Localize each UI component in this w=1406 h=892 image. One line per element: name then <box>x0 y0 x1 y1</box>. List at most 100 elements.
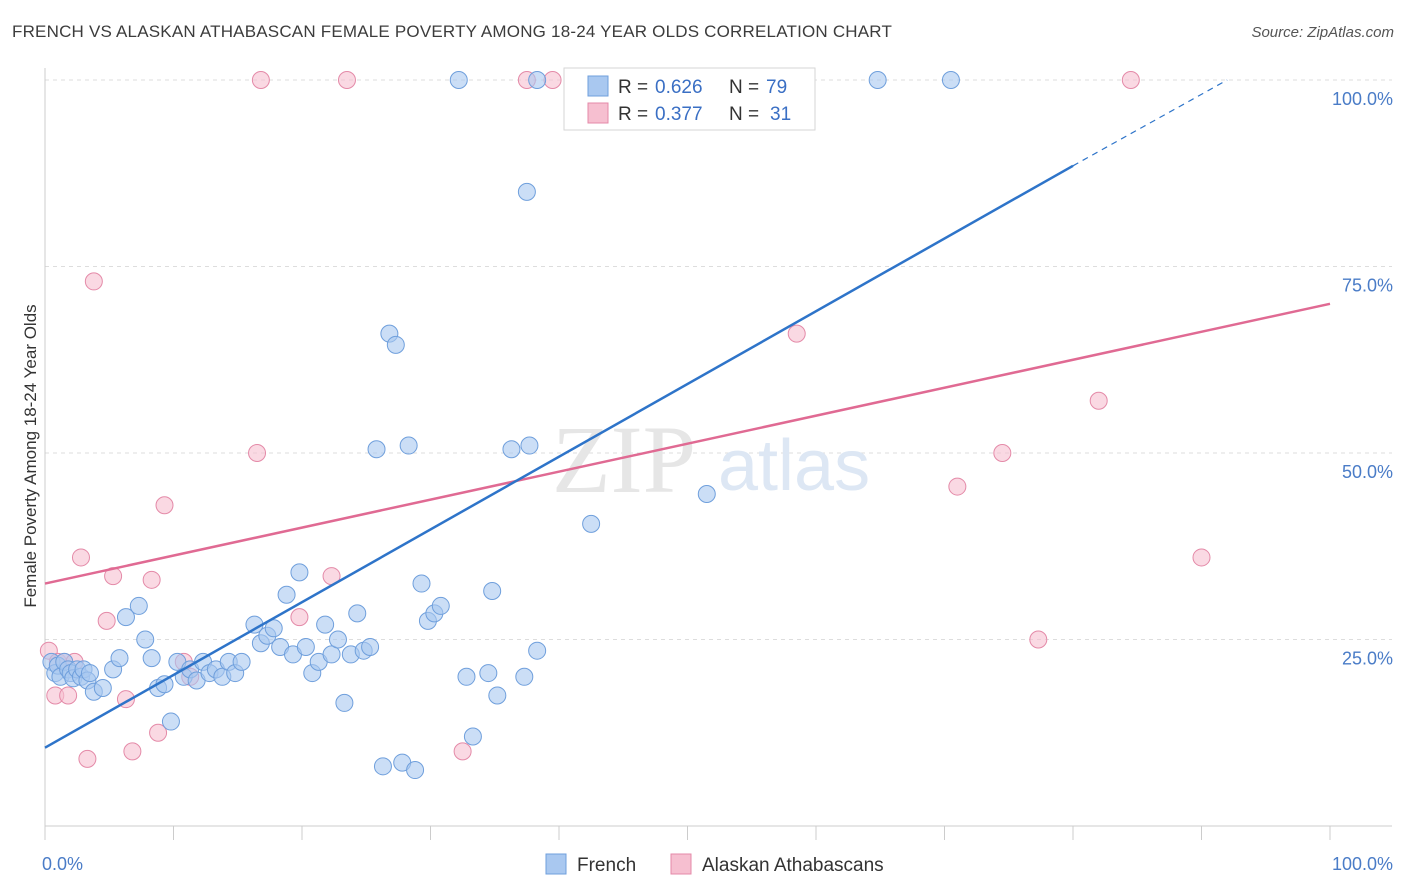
y-tick-label: 25.0% <box>1342 649 1393 669</box>
french-point <box>479 664 498 683</box>
french-point <box>528 71 547 89</box>
y-tick-label: 50.0% <box>1342 462 1393 482</box>
legend-swatch-french <box>587 75 609 97</box>
legend-r-value-french: 0.626 <box>655 77 703 98</box>
french-trend-line <box>44 164 1074 749</box>
axes <box>44 68 1392 840</box>
french-point <box>316 615 335 634</box>
french-point <box>335 693 354 712</box>
alaskan-athabascans-point <box>1121 71 1140 89</box>
y-tick-labels: 25.0% 50.0% 75.0% 100.0% <box>1332 89 1393 669</box>
alaskan-athabascans-point <box>149 723 168 742</box>
french-point <box>520 436 539 455</box>
french-point <box>232 652 251 671</box>
french-trend-extension <box>1072 79 1228 167</box>
french-point <box>457 667 476 686</box>
legend-r-label-french: R = <box>618 77 648 98</box>
french-point <box>367 440 386 459</box>
correlation-legend: R = 0.626 N = 79 R = 0.377 N = 31 <box>563 67 816 131</box>
legend-n-value-alaskan: 31 <box>770 104 791 125</box>
alaskan-athabascans-point <box>155 496 174 515</box>
french-point <box>328 630 347 649</box>
series-legend: French Alaskan Athabascans <box>545 853 884 876</box>
french-point <box>449 71 468 89</box>
alaskan-athabascans-points <box>39 71 1211 768</box>
alaskan-athabascans-point <box>123 742 142 761</box>
alaskan-athabascans-point <box>337 71 356 89</box>
bottom-legend-label-alaskan: Alaskan Athabascans <box>702 855 884 876</box>
french-point <box>941 71 960 89</box>
y-tick-label: 75.0% <box>1342 276 1393 296</box>
alaskan-athabascans-point <box>248 444 267 462</box>
french-point <box>290 563 309 582</box>
alaskan-athabascans-point <box>1029 630 1048 649</box>
legend-n-value-french: 79 <box>766 77 787 98</box>
alaskan-athabascans-point <box>97 611 116 630</box>
french-point <box>373 757 392 776</box>
french-point <box>431 596 450 615</box>
french-point <box>515 667 534 686</box>
watermark-atlas: atlas <box>718 426 870 506</box>
y-tick-label: 100.0% <box>1332 89 1393 109</box>
french-point <box>697 485 716 504</box>
french-point <box>399 436 418 455</box>
french-point <box>386 335 405 354</box>
grid-lines <box>45 79 1392 640</box>
french-point <box>483 582 502 601</box>
chart-title: FRENCH VS ALASKAN ATHABASCAN FEMALE POVE… <box>12 22 893 41</box>
french-points <box>42 71 960 780</box>
french-point <box>406 761 425 780</box>
alaskan-athabascans-point <box>251 71 270 89</box>
bottom-legend-swatch-french <box>545 853 567 875</box>
watermark-zip: ZIP <box>552 406 696 513</box>
alaskan-athabascans-point <box>1089 391 1108 410</box>
french-point <box>93 678 112 697</box>
french-point <box>296 637 315 656</box>
french-point <box>322 645 341 664</box>
french-point <box>161 712 180 731</box>
bottom-legend-swatch-alaskan <box>670 853 692 875</box>
x-tick-label-min: 0.0% <box>42 854 83 874</box>
alaskan-athabascans-trend-line <box>44 302 1331 585</box>
alaskan-athabascans-point <box>59 686 78 705</box>
french-point <box>868 71 887 89</box>
french-point <box>582 514 601 533</box>
alaskan-athabascans-point <box>543 71 562 89</box>
trend-lines <box>44 79 1331 749</box>
chart-source: Source: ZipAtlas.com <box>1251 24 1394 41</box>
french-point <box>361 637 380 656</box>
alaskan-athabascans-point <box>142 570 161 589</box>
french-point <box>264 619 283 638</box>
alaskan-athabascans-point <box>290 608 309 627</box>
y-axis-title: Female Poverty Among 18-24 Year Olds <box>21 304 40 607</box>
french-point <box>488 686 507 705</box>
french-point <box>110 649 129 668</box>
x-tick-label-max: 100.0% <box>1332 854 1393 874</box>
french-point <box>463 727 482 746</box>
legend-swatch-alaskan <box>587 102 609 124</box>
legend-n-label-french: N = <box>729 77 759 98</box>
alaskan-athabascans-point <box>84 272 103 291</box>
alaskan-athabascans-point <box>453 742 472 761</box>
alaskan-athabascans-point <box>948 477 967 496</box>
alaskan-athabascans-point <box>993 444 1012 462</box>
french-point <box>116 608 135 627</box>
alaskan-athabascans-point <box>787 324 806 343</box>
french-point <box>129 596 148 615</box>
alaskan-athabascans-point <box>71 548 90 567</box>
alaskan-athabascans-point <box>1192 548 1211 567</box>
french-point <box>502 440 521 459</box>
french-point <box>142 649 161 668</box>
french-point <box>528 641 547 660</box>
french-point <box>136 630 155 649</box>
french-point <box>412 574 431 593</box>
legend-n-label-alaskan: N = <box>729 104 759 125</box>
bottom-legend-label-french: French <box>577 855 636 876</box>
french-point <box>277 585 296 604</box>
legend-r-label-alaskan: R = <box>618 104 648 125</box>
legend-r-value-alaskan: 0.377 <box>655 104 703 125</box>
french-point <box>517 182 536 201</box>
alaskan-athabascans-point <box>78 749 97 768</box>
french-point <box>348 604 367 623</box>
